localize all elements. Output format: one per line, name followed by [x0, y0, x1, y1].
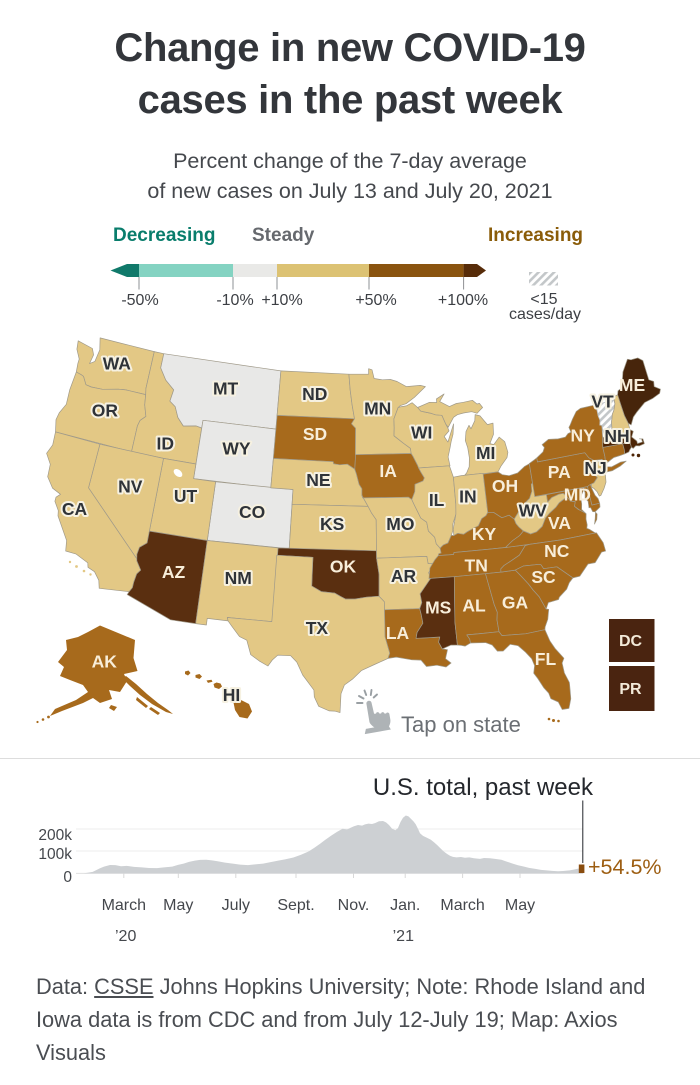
svg-text:NM: NM: [225, 568, 252, 588]
svg-text:CO: CO: [239, 502, 265, 522]
svg-text:AK: AK: [92, 652, 118, 672]
svg-text:AZ: AZ: [162, 562, 186, 582]
svg-text:FL: FL: [535, 649, 557, 669]
svg-text:PA: PA: [548, 462, 571, 482]
svg-text:DC: DC: [619, 633, 643, 650]
svg-text:ID: ID: [157, 434, 175, 454]
svg-text:MN: MN: [364, 399, 391, 419]
svg-text:WY: WY: [222, 439, 251, 459]
svg-text:NY: NY: [571, 425, 596, 445]
svg-text:NV: NV: [118, 477, 143, 497]
svg-text:VA: VA: [548, 513, 571, 533]
svg-text:NC: NC: [544, 541, 570, 561]
svg-text:OH: OH: [492, 476, 518, 496]
svg-text:MO: MO: [386, 514, 414, 534]
svg-text:VT: VT: [591, 392, 614, 412]
svg-text:MS: MS: [425, 598, 451, 618]
svg-text:TN: TN: [465, 556, 488, 576]
svg-text:WV: WV: [519, 501, 548, 521]
svg-text:OR: OR: [92, 400, 119, 420]
svg-text:LA: LA: [386, 623, 410, 643]
svg-text:ND: ND: [302, 384, 327, 404]
svg-text:GA: GA: [502, 593, 529, 613]
svg-text:NE: NE: [306, 470, 330, 490]
svg-text:OK: OK: [330, 556, 357, 576]
svg-text:KS: KS: [320, 514, 344, 534]
svg-text:SD: SD: [303, 424, 327, 444]
svg-text:ME: ME: [619, 375, 645, 395]
svg-text:AR: AR: [391, 566, 417, 586]
svg-text:IN: IN: [459, 487, 477, 507]
svg-text:HI: HI: [223, 685, 241, 705]
svg-text:NJ: NJ: [584, 458, 606, 478]
svg-text:SC: SC: [531, 567, 556, 587]
svg-text:MI: MI: [476, 443, 495, 463]
svg-text:MD: MD: [564, 484, 591, 504]
svg-text:TX: TX: [306, 618, 329, 638]
svg-text:UT: UT: [174, 486, 198, 506]
svg-text:IA: IA: [379, 461, 397, 481]
svg-text:MT: MT: [213, 378, 239, 398]
svg-text:WA: WA: [103, 354, 132, 374]
svg-text:WI: WI: [411, 423, 432, 443]
svg-text:IL: IL: [429, 490, 445, 510]
svg-text:CA: CA: [62, 499, 88, 519]
svg-text:AL: AL: [462, 595, 486, 615]
svg-text:NH: NH: [604, 426, 629, 446]
svg-text:KY: KY: [472, 524, 497, 544]
svg-text:PR: PR: [619, 681, 642, 698]
